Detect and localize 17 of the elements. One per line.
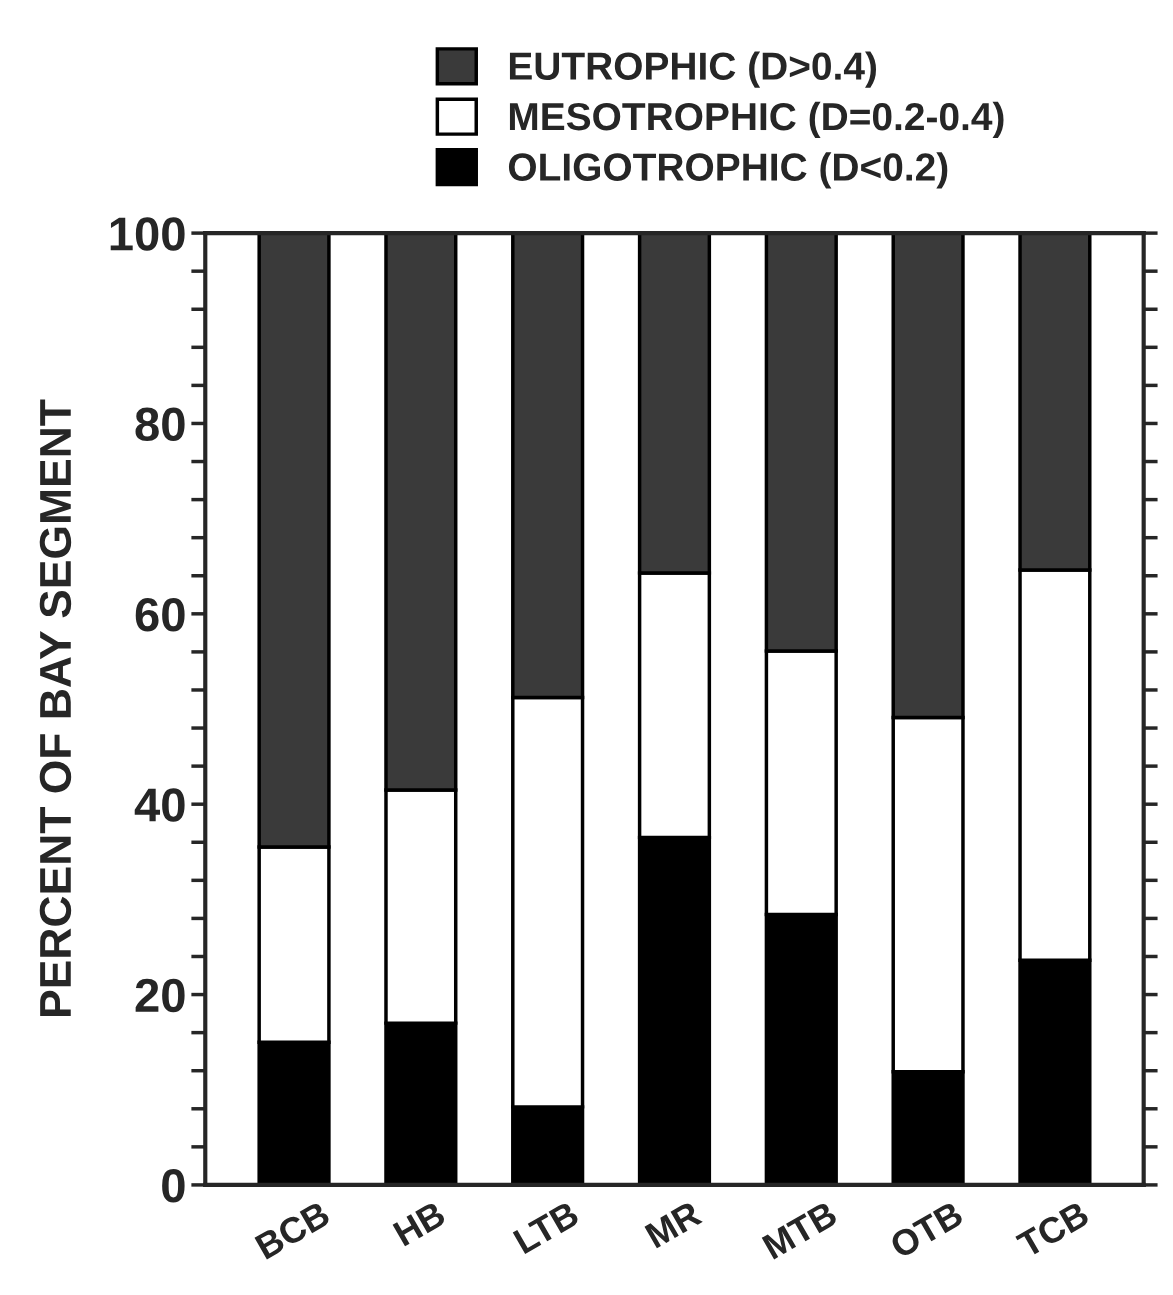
y-tick-label: 100 [110, 217, 185, 251]
legend-label: EUTROPHIC (D>0.4) [509, 51, 876, 88]
y-axis-title: PERCENT OF BAY SEGMENT [39, 399, 72, 1016]
x-tick-label: BCB [254, 1200, 332, 1260]
y-tick-label: 40 [134, 788, 185, 822]
y-tick-label: 0 [162, 1169, 185, 1203]
x-tick-label: MTB [761, 1200, 839, 1260]
y-tick-label: 60 [135, 597, 185, 632]
y-tick-label: 80 [135, 407, 185, 442]
x-tick-label: TCB [1015, 1200, 1091, 1259]
legend-label: OLIGOTROPHIC (D<0.2) [508, 152, 948, 189]
x-tick-label: LTB [512, 1200, 581, 1255]
x-tick-label: HB [392, 1200, 447, 1247]
x-tick-label: MR [644, 1200, 703, 1249]
x-tick-label: OTB [888, 1200, 965, 1260]
legend-label: MESOTROPHIC (D=0.2-0.4) [509, 101, 1004, 139]
y-tick-label: 20 [135, 978, 185, 1013]
